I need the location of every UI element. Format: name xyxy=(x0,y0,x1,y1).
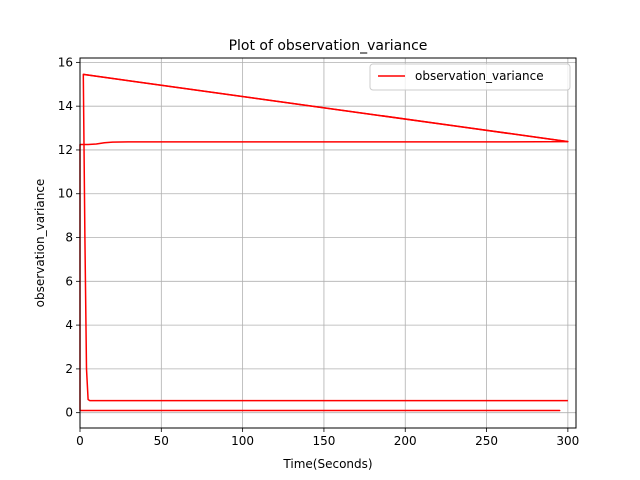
grid xyxy=(79,58,576,428)
y-tick-label: 12 xyxy=(58,143,73,157)
x-tick-label: 50 xyxy=(154,434,169,448)
y-tick-label: 10 xyxy=(58,187,73,201)
y-tick-label: 16 xyxy=(58,55,73,69)
x-tick-label: 200 xyxy=(394,434,417,448)
y-tick-label: 4 xyxy=(65,318,73,332)
y-tick-label: 6 xyxy=(65,274,73,288)
chart-title: Plot of observation_variance xyxy=(229,38,428,54)
x-tick-label: 0 xyxy=(76,434,84,448)
y-tick-label: 8 xyxy=(65,231,73,245)
y-axis-label: observation_variance xyxy=(33,179,47,308)
y-tick-label: 2 xyxy=(65,362,73,376)
x-tick-label: 250 xyxy=(475,434,498,448)
x-tick-label: 300 xyxy=(556,434,579,448)
x-tick-label: 100 xyxy=(231,434,254,448)
series-line-observation_variance xyxy=(79,73,569,412)
legend-label: observation_variance xyxy=(415,69,544,83)
legend: observation_variance xyxy=(369,63,571,91)
y-tick-label: 0 xyxy=(65,406,73,420)
series-segment-0 xyxy=(83,73,569,143)
x-ticks: 0 50 100 150 200 250 300 xyxy=(76,428,579,448)
y-ticks: 0 2 4 6 8 10 12 14 16 xyxy=(58,55,80,420)
axes-frame xyxy=(79,57,577,429)
x-tick-label: 150 xyxy=(312,434,335,448)
x-axis-label: Time(Seconds) xyxy=(282,457,372,471)
series-layer xyxy=(79,73,569,412)
legend-box xyxy=(369,63,571,91)
y-tick-label: 14 xyxy=(58,99,73,113)
